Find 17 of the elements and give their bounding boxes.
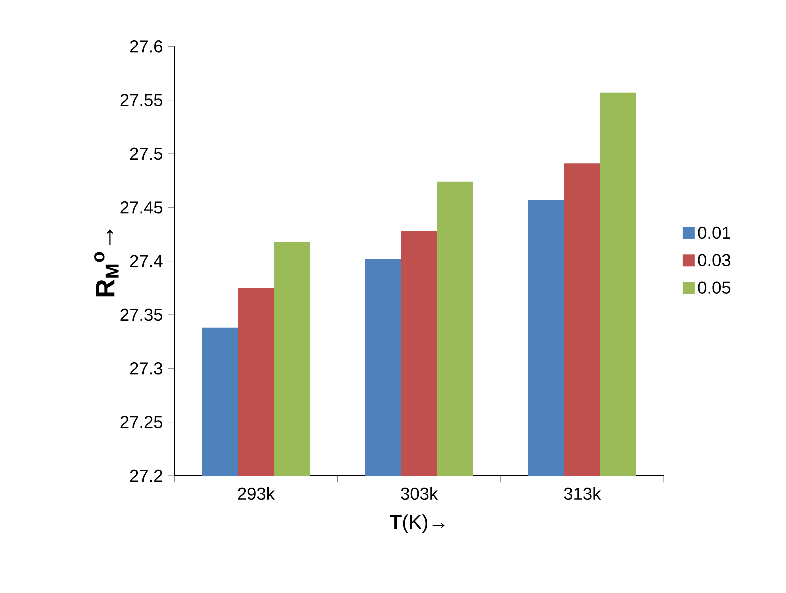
y-tick-label: 27.2 [130,470,162,482]
y-tick-label: 27.3 [130,362,163,375]
y-tick-label: 27.5 [130,148,163,160]
legend-label: 0.03 [698,254,731,267]
y-tick-label: 27.55 [120,94,163,106]
y-tick-label: 27.35 [120,308,163,322]
y-tick-label: 27.25 [120,416,163,428]
legend-label: 0.05 [698,282,731,294]
x-tick-label: 303k [401,487,438,500]
y-tick-label: 27.4 [130,255,163,268]
y-tick-label: 27.45 [120,202,163,214]
x-axis-title: T(K)→ [390,514,445,534]
y-axis-title: R$_{M}$$^{o}$→ [94,230,119,297]
x-tick-label: 293k [238,487,276,500]
y-tick-label: 27.6 [130,40,163,53]
legend-label: 0.01 [698,226,730,240]
x-tick-label: 313k [564,487,602,500]
